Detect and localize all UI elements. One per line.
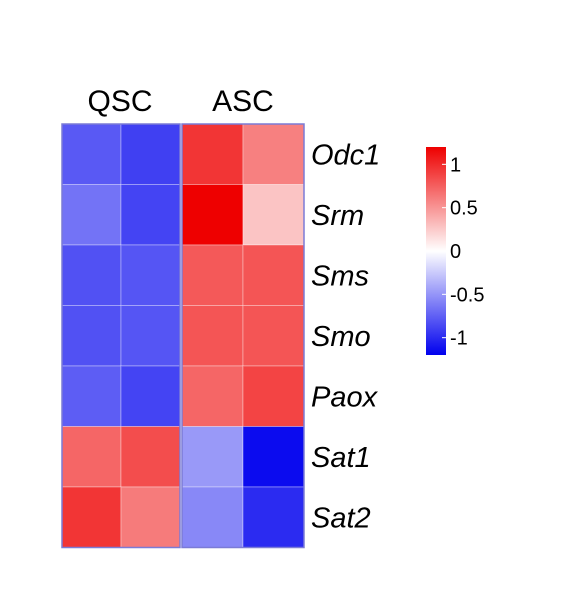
heatmap-cell-srm-2 <box>120 184 181 246</box>
heatmap-cell-sms-4 <box>242 244 305 306</box>
heatmap-cell-sms-1 <box>61 244 122 306</box>
color-legend-tick-label: 1 <box>450 154 461 176</box>
heatmap-cells <box>61 123 305 549</box>
heatmap-cell-paox-2 <box>120 365 181 427</box>
row-label-odc1: Odc1 <box>311 139 380 171</box>
heatmap-cell-srm-1 <box>61 184 122 246</box>
color-legend-tick-label: -0.5 <box>450 284 484 306</box>
heatmap-cell-sat1-3 <box>181 426 244 488</box>
heatmap-cell-sat1-2 <box>120 426 181 488</box>
color-legend-tick-label: 0.5 <box>450 198 478 220</box>
column-group-label-asc: ASC <box>212 85 274 118</box>
heatmap-cell-srm-4 <box>242 184 305 246</box>
heatmap-cell-paox-1 <box>61 365 122 427</box>
row-labels: Odc1 Srm Sms Smo Paox Sat1 Sat2 <box>311 139 380 534</box>
heatmap-cell-sat2-1 <box>61 486 122 548</box>
heatmap-cell-odc1-1 <box>61 123 122 185</box>
column-group-labels: QSC ASC <box>87 85 273 118</box>
heatmap-cell-odc1-3 <box>181 123 244 185</box>
row-label-paox: Paox <box>311 381 379 413</box>
heatmap-cell-sms-3 <box>181 244 244 306</box>
heatmap-cell-smo-3 <box>181 305 244 367</box>
asc-group-border <box>181 123 305 549</box>
color-legend-tick-label: 0 <box>450 241 461 263</box>
qsc-group-border <box>61 123 181 549</box>
heatmap-cell-srm-3 <box>181 184 244 246</box>
row-label-smo: Smo <box>311 321 371 353</box>
row-label-sat1: Sat1 <box>311 442 371 474</box>
heatmap-cell-smo-4 <box>242 305 305 367</box>
heatmap-cell-sat2-4 <box>242 486 305 548</box>
heatmap-cell-paox-3 <box>181 365 244 427</box>
heatmap-cell-sat2-2 <box>120 486 181 548</box>
heatmap-cell-paox-4 <box>242 365 305 427</box>
heatmap-cell-sat1-1 <box>61 426 122 488</box>
color-legend-bar <box>426 147 446 355</box>
row-label-sat2: Sat2 <box>311 502 371 534</box>
heatmap-cell-smo-1 <box>61 305 122 367</box>
color-legend-tick-label: -1 <box>450 328 468 350</box>
heatmap-cell-sms-2 <box>120 244 181 306</box>
color-legend: 1 0.5 0 -0.5 -1 <box>426 147 484 355</box>
color-legend-ticks: 1 0.5 0 -0.5 -1 <box>442 154 484 350</box>
heatmap-cell-smo-2 <box>120 305 181 367</box>
row-label-srm: Srm <box>311 200 364 232</box>
heatmap-cell-odc1-2 <box>120 123 181 185</box>
row-label-sms: Sms <box>311 260 369 292</box>
heatmap-cell-sat2-3 <box>181 486 244 548</box>
heatmap-cell-sat1-4 <box>242 426 305 488</box>
column-group-label-qsc: QSC <box>87 85 152 118</box>
heatmap-cell-odc1-4 <box>242 123 305 185</box>
